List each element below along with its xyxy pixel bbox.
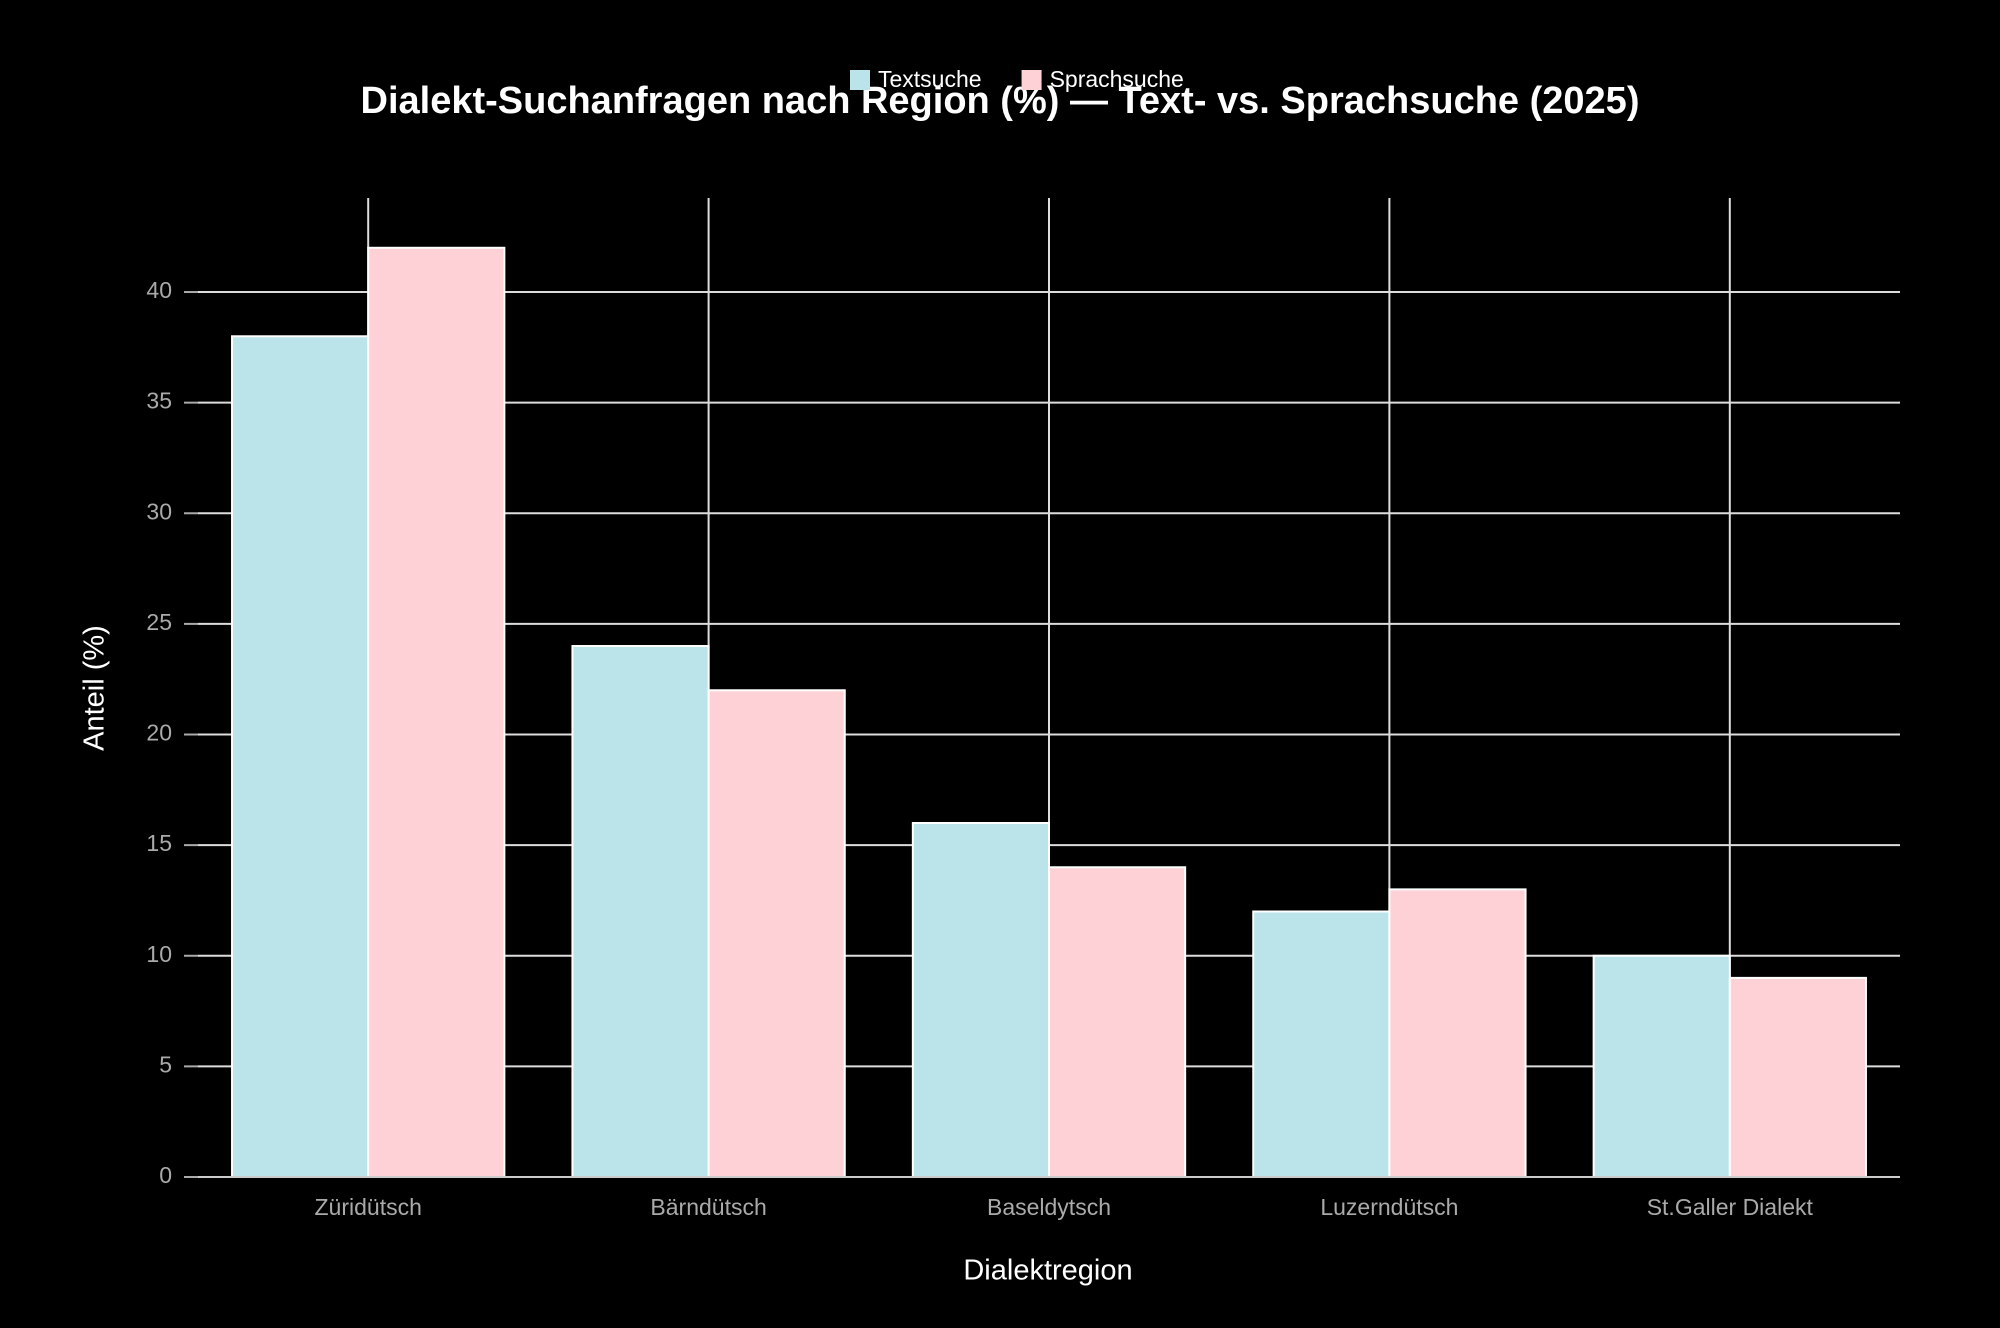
x-tick-label: Luzerndütsch — [1320, 1194, 1458, 1220]
bar — [707, 689, 846, 1179]
y-tick-label: 15 — [146, 830, 172, 856]
y-tick-label: 35 — [146, 388, 172, 414]
bar — [1592, 954, 1731, 1179]
legend-swatch — [850, 70, 870, 90]
x-tick-label: Bärndütsch — [650, 1194, 766, 1220]
bar — [367, 246, 506, 1178]
chart-title: Dialekt-Suchanfragen nach Region (%) — T… — [361, 80, 1640, 122]
y-tick-label: 40 — [146, 277, 172, 303]
bar — [571, 645, 710, 1178]
y-tick-label: 30 — [146, 498, 172, 524]
y-tick-label: 0 — [159, 1162, 172, 1188]
x-tick-label: St.Galler Dialekt — [1647, 1194, 1814, 1220]
y-tick-label: 10 — [146, 941, 172, 967]
x-tick-label: Baseldytsch — [987, 1194, 1111, 1220]
y-tick-label: 25 — [146, 609, 172, 635]
bar — [231, 335, 370, 1178]
bar — [1252, 910, 1391, 1178]
y-tick-label: 5 — [159, 1051, 172, 1077]
bar — [1388, 888, 1527, 1178]
bar — [1728, 976, 1867, 1178]
y-tick-label: 20 — [146, 720, 172, 746]
bar — [911, 822, 1051, 1178]
legend-label: Sprachsuche — [1050, 66, 1184, 92]
legend-label: Textsuche — [878, 66, 982, 92]
y-axis-label: Anteil (%) — [79, 625, 111, 751]
bar — [1048, 866, 1187, 1178]
x-axis-label: Dialektregion — [963, 1255, 1132, 1287]
x-tick-label: Züridütsch — [315, 1194, 422, 1220]
legend-swatch — [1021, 70, 1042, 90]
